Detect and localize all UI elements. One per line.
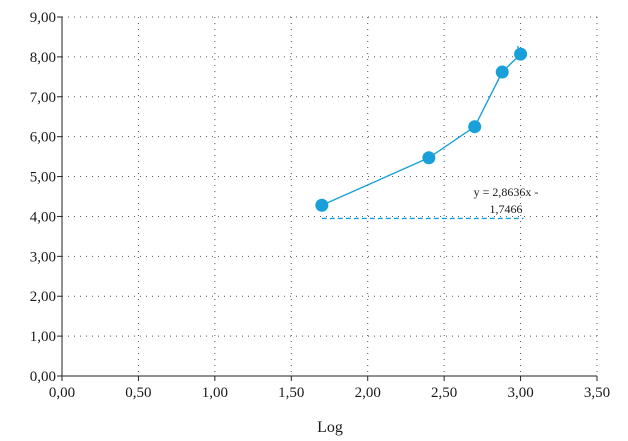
tick-labels: 0,00 1,00 2,00 3,00 4,00 5,00 6,00 7,00 8,00 9,00… [30, 10, 610, 401]
x-tick-label: 1,00 [202, 385, 228, 401]
data-point [315, 198, 329, 212]
y-tick-label: 9,00 [30, 10, 56, 26]
axes [57, 16, 598, 381]
x-tick-label: 0,00 [49, 385, 75, 401]
trendline-equation-line2: 1,7466 [490, 202, 523, 216]
x-tick-label: 1,50 [278, 385, 304, 401]
x-tick-label: 2,00 [355, 385, 381, 401]
x-tick-label: 2,50 [431, 385, 457, 401]
x-axis-label: Log [317, 419, 343, 436]
series-line [321, 53, 522, 206]
y-tick-label: 4,00 [30, 209, 56, 225]
data-point [468, 120, 482, 134]
y-tick-label: 3,00 [30, 249, 56, 265]
series-group [315, 45, 528, 212]
labels-group: Log y = 2,8636x - 1,7466 [317, 185, 538, 436]
y-tick-label: 6,00 [30, 130, 56, 146]
y-tick-label: 8,00 [30, 50, 56, 66]
x-tick-label: 3,50 [584, 385, 610, 401]
x-tick-label: 3,00 [507, 385, 533, 401]
data-point [495, 65, 509, 79]
x-tick-label: 0,50 [125, 385, 151, 401]
y-tick-label: 1,00 [30, 329, 56, 345]
trendline-equation-line1: y = 2,8636x - [474, 185, 539, 199]
y-tick-label: 5,00 [30, 170, 56, 186]
y-tick-label: 2,00 [30, 289, 56, 305]
y-tick-label: 7,00 [30, 90, 56, 106]
data-point [514, 47, 528, 61]
data-point [422, 151, 436, 165]
y-tick-label: 0,00 [30, 369, 56, 385]
